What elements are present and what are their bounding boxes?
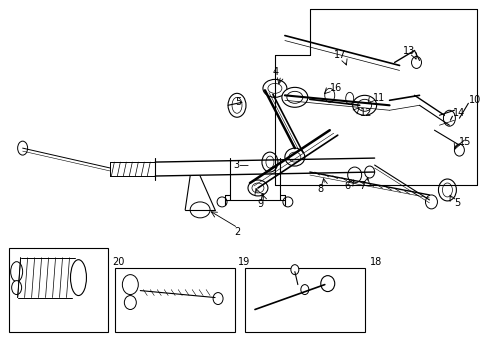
Bar bbox=[9, 248, 108, 332]
Text: 15: 15 bbox=[458, 137, 471, 147]
Text: 7: 7 bbox=[359, 181, 365, 191]
Ellipse shape bbox=[438, 179, 455, 201]
Ellipse shape bbox=[286, 91, 302, 103]
Ellipse shape bbox=[290, 265, 298, 275]
Text: 5: 5 bbox=[234, 97, 241, 107]
Text: 19: 19 bbox=[238, 257, 250, 267]
Ellipse shape bbox=[190, 202, 210, 218]
Ellipse shape bbox=[443, 110, 454, 126]
Text: 16: 16 bbox=[329, 84, 341, 93]
Ellipse shape bbox=[124, 296, 136, 310]
Ellipse shape bbox=[281, 87, 307, 107]
Text: 6: 6 bbox=[344, 181, 350, 191]
Ellipse shape bbox=[442, 183, 451, 197]
Text: 8: 8 bbox=[317, 184, 323, 194]
Ellipse shape bbox=[232, 97, 242, 113]
Ellipse shape bbox=[320, 276, 334, 292]
Ellipse shape bbox=[247, 180, 267, 196]
Text: 20: 20 bbox=[112, 257, 124, 267]
Ellipse shape bbox=[411, 57, 421, 68]
Ellipse shape bbox=[217, 197, 226, 207]
Ellipse shape bbox=[425, 195, 437, 209]
Text: 3—: 3— bbox=[233, 160, 248, 170]
Text: 10: 10 bbox=[468, 95, 481, 105]
Ellipse shape bbox=[122, 275, 138, 294]
Ellipse shape bbox=[357, 99, 371, 111]
Ellipse shape bbox=[262, 152, 277, 172]
Ellipse shape bbox=[11, 262, 22, 282]
Ellipse shape bbox=[288, 152, 300, 162]
Text: 13: 13 bbox=[403, 45, 415, 55]
Ellipse shape bbox=[18, 141, 27, 155]
Ellipse shape bbox=[12, 280, 21, 294]
Text: 18: 18 bbox=[369, 257, 381, 267]
Text: 9: 9 bbox=[256, 199, 263, 209]
Text: 4: 4 bbox=[272, 67, 278, 77]
Ellipse shape bbox=[227, 93, 245, 117]
Text: 2: 2 bbox=[234, 227, 240, 237]
Text: 14: 14 bbox=[452, 108, 465, 118]
Ellipse shape bbox=[352, 95, 376, 115]
Text: 11: 11 bbox=[372, 93, 384, 103]
Ellipse shape bbox=[251, 183, 264, 193]
Ellipse shape bbox=[364, 166, 374, 178]
Ellipse shape bbox=[300, 285, 308, 294]
Ellipse shape bbox=[265, 156, 273, 168]
Ellipse shape bbox=[267, 84, 281, 93]
Ellipse shape bbox=[347, 167, 361, 183]
Ellipse shape bbox=[285, 148, 304, 166]
Text: 17: 17 bbox=[333, 50, 345, 60]
Ellipse shape bbox=[345, 92, 353, 104]
Bar bbox=[244, 268, 364, 332]
Text: 5: 5 bbox=[453, 198, 460, 208]
Text: 12: 12 bbox=[359, 108, 371, 118]
Ellipse shape bbox=[283, 197, 292, 207]
Ellipse shape bbox=[453, 144, 464, 156]
Text: 1: 1 bbox=[260, 193, 265, 203]
Ellipse shape bbox=[213, 293, 223, 305]
Ellipse shape bbox=[324, 88, 334, 102]
Ellipse shape bbox=[70, 260, 86, 296]
Bar bbox=[115, 268, 235, 332]
Ellipse shape bbox=[263, 80, 286, 97]
